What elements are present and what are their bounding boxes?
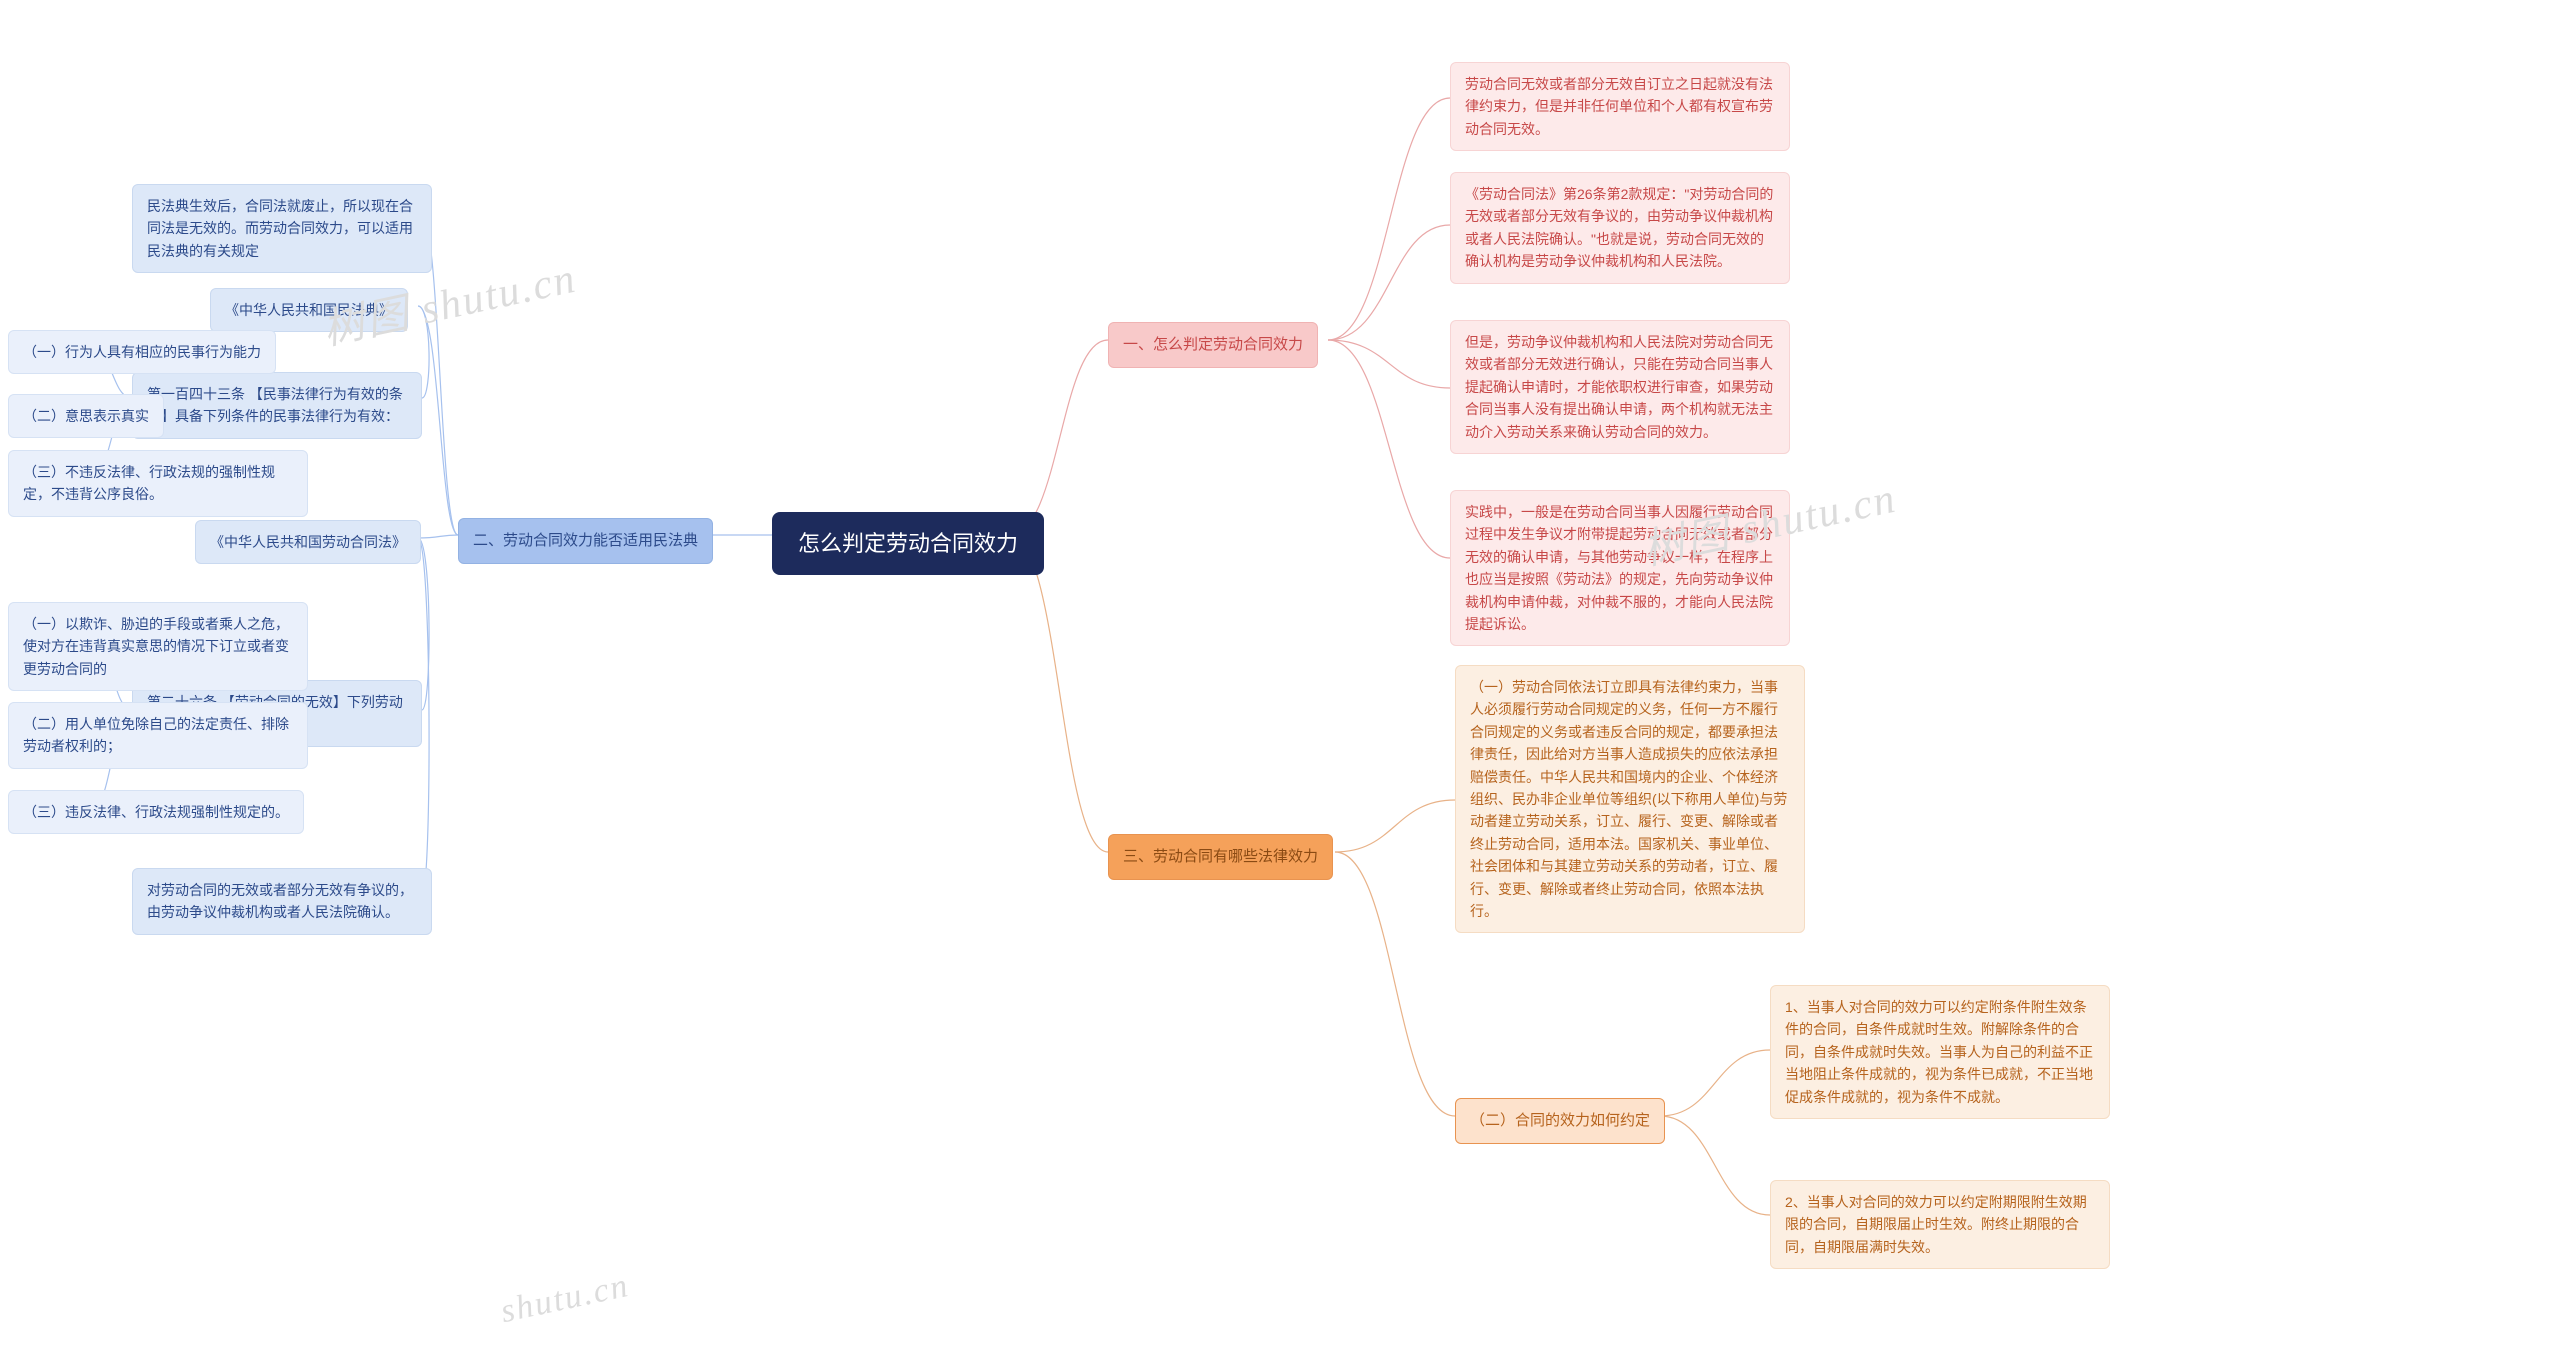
root-node: 怎么判定劳动合同效力 (772, 512, 1044, 575)
branch3-sub2-label: （二）合同的效力如何约定 (1470, 1109, 1650, 1133)
branch2-sub2-node: 《中华人民共和国民法典》 (210, 288, 408, 332)
branch2-sub3-node: 《中华人民共和国劳动合同法》 (195, 520, 421, 564)
root-label: 怎么判定劳动合同效力 (798, 526, 1018, 561)
branch2-sub3-child1-leaf-1: （二）用人单位免除自己的法定责任、排除劳动者权利的； (8, 702, 308, 769)
branch1-leaf-0: 劳动合同无效或者部分无效自订立之日起就没有法律约束力，但是并非任何单位和个人都有… (1450, 62, 1790, 151)
branch2-sub2-child-label: 第一百四十三条 【民事法律行为有效的条件】具备下列条件的民事法律行为有效： (147, 383, 407, 428)
branch3-node: 三、劳动合同有哪些法律效力 (1108, 834, 1333, 880)
branch2-sub2-child-leaf-1: （二）意思表示真实 (8, 394, 164, 438)
branch1-label: 一、怎么判定劳动合同效力 (1123, 333, 1303, 357)
branch2-sub2-child-leaf-2: （三）不违反法律、行政法规的强制性规定，不违背公序良俗。 (8, 450, 308, 517)
branch3-label: 三、劳动合同有哪些法律效力 (1123, 845, 1318, 869)
branch3-sub2-leaf-0: 1、当事人对合同的效力可以约定附条件附生效条件的合同，自条件成就时生效。附解除条… (1770, 985, 2110, 1119)
branch2-sub2-label: 《中华人民共和国民法典》 (225, 299, 393, 321)
branch3-sub1: （一）劳动合同依法订立即具有法律约束力，当事人必须履行劳动合同规定的义务，任何一… (1455, 665, 1805, 933)
branch2-sub3-label: 《中华人民共和国劳动合同法》 (210, 531, 406, 553)
branch2-sub2-child-node: 第一百四十三条 【民事法律行为有效的条件】具备下列条件的民事法律行为有效： (132, 372, 422, 439)
branch2-sub1: 民法典生效后，合同法就废止，所以现在合同法是无效的。而劳动合同效力，可以适用民法… (132, 184, 432, 273)
branch1-leaf-3: 实践中，一般是在劳动合同当事人因履行劳动合同过程中发生争议才附带提起劳动合同无效… (1450, 490, 1790, 646)
branch2-sub3-child2: 对劳动合同的无效或者部分无效有争议的，由劳动争议仲裁机构或者人民法院确认。 (132, 868, 432, 935)
branch1-leaf-1: 《劳动合同法》第26条第2款规定："对劳动合同的无效或者部分无效有争议的，由劳动… (1450, 172, 1790, 284)
branch1-node: 一、怎么判定劳动合同效力 (1108, 322, 1318, 368)
branch3-sub2-node: （二）合同的效力如何约定 (1455, 1098, 1665, 1144)
branch2-sub2-child-leaf-0: （一）行为人具有相应的民事行为能力 (8, 330, 276, 374)
watermark-3: shutu.cn (497, 1267, 632, 1331)
branch2-sub3-child1-leaf-0: （一）以欺诈、胁迫的手段或者乘人之危，使对方在违背真实意思的情况下订立或者变更劳… (8, 602, 308, 691)
branch2-label: 二、劳动合同效力能否适用民法典 (473, 529, 698, 553)
branch1-leaf-2: 但是，劳动争议仲裁机构和人民法院对劳动合同无效或者部分无效进行确认，只能在劳动合… (1450, 320, 1790, 454)
branch2-node: 二、劳动合同效力能否适用民法典 (458, 518, 713, 564)
branch3-sub2-leaf-1: 2、当事人对合同的效力可以约定附期限附生效期限的合同，自期限届止时生效。附终止期… (1770, 1180, 2110, 1269)
branch2-sub3-child1-leaf-2: （三）违反法律、行政法规强制性规定的。 (8, 790, 304, 834)
